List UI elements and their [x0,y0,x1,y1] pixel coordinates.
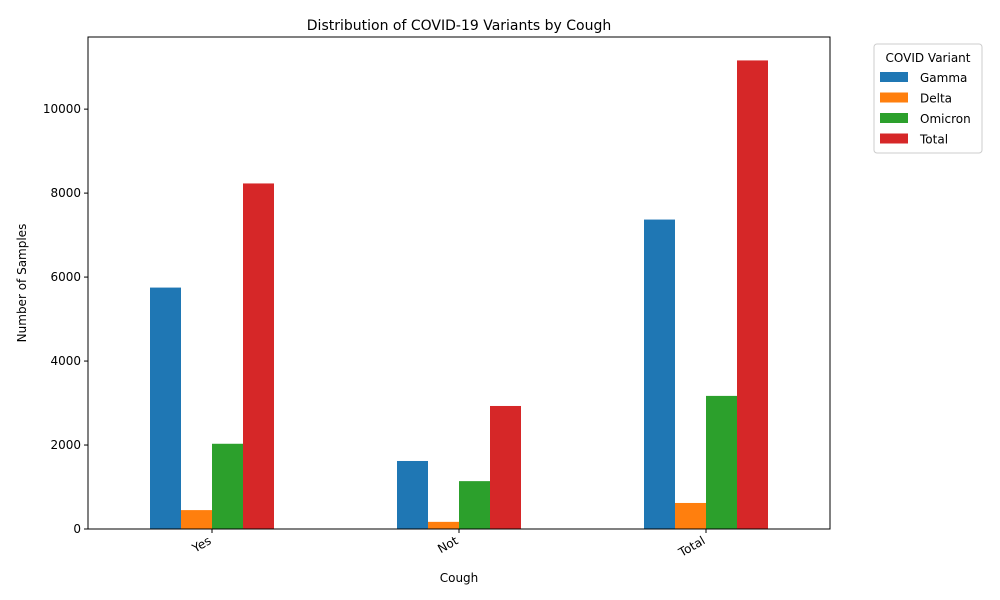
bar-total-not [490,405,521,529]
legend-title: COVID Variant [886,51,971,65]
bar-total-yes [243,183,274,529]
bar-gamma-total [644,219,675,530]
bars-group [150,60,768,530]
y-tick-label: 8000 [50,186,81,200]
bar-omicron-yes [212,443,243,529]
y-tick-label: 6000 [50,270,81,284]
legend-label-gamma: Gamma [920,71,967,85]
bar-gamma-yes [150,287,181,529]
y-tick-label: 4000 [50,354,81,368]
y-tick-label: 0 [73,522,81,536]
bar-omicron-not [459,481,490,529]
bar-delta-not [428,521,459,529]
y-axis-ticks: 0 2000 4000 6000 8000 10000 [43,102,88,536]
bar-delta-yes [181,510,212,529]
legend: COVID Variant Gamma Delta Omicron Total [873,43,983,154]
legend-swatch-omicron [880,113,908,123]
bar-gamma-not [397,460,428,529]
y-tick-label: 10000 [43,102,81,116]
chart-title: Distribution of COVID-19 Variants by Cou… [307,18,611,34]
legend-label-total: Total [919,133,948,147]
legend-label-omicron: Omicron [920,112,971,126]
x-axis-label: Cough [440,571,479,585]
legend-swatch-gamma [880,72,908,82]
y-axis-label: Number of Samples [15,224,29,343]
y-tick-label: 2000 [50,438,81,452]
bar-delta-total [675,502,706,529]
legend-swatch-total [880,133,908,144]
legend-swatch-delta [880,92,908,103]
bar-total-total [737,60,768,530]
bar-omicron-total [706,395,737,529]
legend-box [873,43,983,154]
legend-label-delta: Delta [920,92,952,106]
